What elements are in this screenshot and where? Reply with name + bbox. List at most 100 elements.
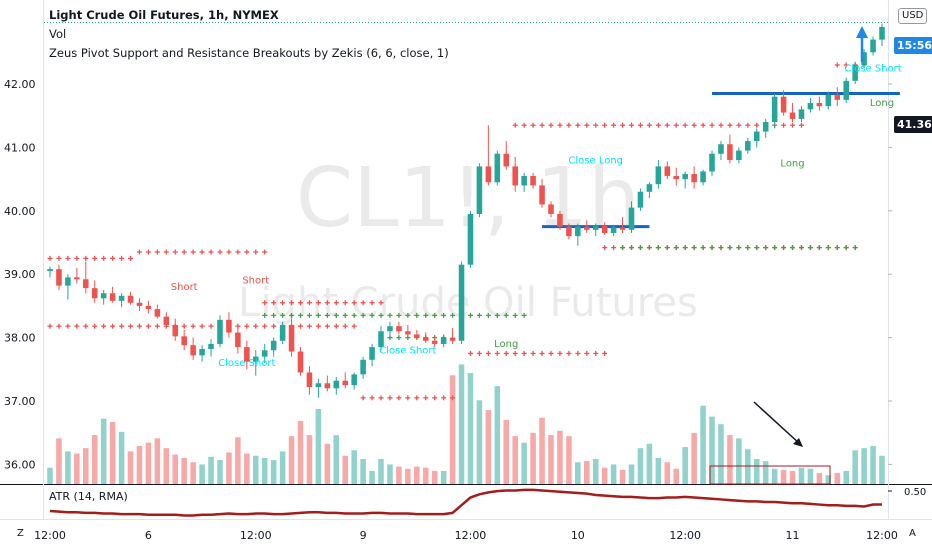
volume-bar (727, 435, 733, 484)
volume-bar (91, 435, 98, 484)
watermark-name: Light Crude Oil Futures (238, 280, 698, 326)
candle-body (252, 356, 259, 362)
timezone-button[interactable]: Z (14, 527, 27, 541)
volume-bar (557, 430, 563, 484)
volume-bar (172, 454, 179, 484)
volume-bar (879, 455, 885, 484)
candle-body (512, 166, 518, 186)
candle-body (154, 309, 161, 317)
volume-bar (870, 445, 876, 484)
candle-body (217, 319, 223, 344)
volume-bar (458, 364, 465, 484)
volume-bar (736, 438, 742, 484)
candle-body (610, 227, 617, 233)
atr-axis-value: 0.50 (904, 487, 926, 498)
candle-body (655, 166, 662, 185)
volume-bar (145, 442, 152, 484)
volume-bar (691, 432, 697, 484)
candle-body (422, 337, 429, 341)
price-tick-label-left: 41.00 (4, 141, 36, 154)
volume-bar (503, 419, 510, 484)
study-label[interactable]: Zeus Pivot Support and Resistance Breako… (49, 46, 449, 60)
candle-body (548, 204, 554, 214)
currency-button[interactable]: USD (898, 8, 928, 24)
candle-body (584, 226, 590, 230)
volume-bar (566, 436, 572, 484)
time-tick-label: 12:00 (240, 529, 272, 542)
volume-bar (628, 464, 635, 484)
volume-bar (700, 405, 706, 484)
up-arrow-head (856, 26, 868, 38)
volume-bar (512, 436, 518, 484)
annotation-box (709, 465, 831, 485)
volume-bar (494, 386, 501, 484)
candle-body (190, 345, 196, 356)
volume-bar (83, 448, 89, 484)
candle-body (592, 226, 599, 230)
volume-bar (65, 451, 71, 484)
candle-body (369, 347, 375, 360)
volume-bar (136, 445, 143, 484)
volume-bar (56, 438, 62, 484)
signal-short: Short (242, 276, 269, 287)
volume-bar (709, 416, 715, 484)
candle-body (47, 269, 53, 272)
candle-body (172, 324, 179, 337)
time-tick-label: 12:00 (455, 529, 487, 542)
volume-bar (279, 451, 286, 484)
signal-short: Short (171, 282, 198, 293)
candle-body (74, 277, 80, 280)
volume-bar (351, 450, 357, 484)
volume-bar (163, 448, 170, 484)
price-tick-label-left: 38.00 (4, 332, 36, 345)
candle-body (861, 52, 867, 65)
volume-bar (852, 450, 858, 484)
candle-body (83, 279, 89, 289)
candle-body (360, 359, 366, 375)
volume-bar (843, 470, 849, 484)
volume-bar (47, 467, 53, 484)
volume-bar (753, 459, 760, 484)
volume-indicator-label[interactable]: Vol (49, 27, 67, 41)
volume-bar (825, 475, 832, 484)
volume-bar (834, 473, 841, 484)
candle-body (494, 153, 501, 183)
signal-long: Long (494, 339, 518, 350)
volume-bar (414, 466, 420, 484)
volume-bar (387, 464, 393, 484)
signal-long: Long (870, 98, 894, 109)
volume-bar (288, 436, 295, 484)
volume-bar (476, 400, 483, 484)
volume-bar (610, 464, 617, 484)
volume-bar (235, 437, 241, 484)
candle-body (476, 166, 483, 214)
price-tick-label-left: 36.00 (4, 458, 36, 471)
candle-body (163, 316, 170, 325)
candle-body (664, 166, 671, 176)
time-tick-label: 12:00 (866, 529, 898, 542)
candle-body (601, 226, 608, 233)
time-tick-label: 12:00 (669, 529, 701, 542)
volume-bar (127, 451, 134, 484)
volume-bar (449, 375, 456, 484)
time-tick-label: 10 (571, 529, 585, 542)
candle-body (315, 383, 322, 388)
candle-body (351, 374, 357, 386)
candle-body (682, 174, 688, 180)
candle-body (467, 213, 474, 265)
auto-scale-button[interactable]: A (906, 527, 919, 541)
candle-body (226, 319, 232, 333)
volume-bar (682, 447, 688, 484)
candle-body (834, 94, 841, 100)
candle-body (628, 207, 635, 230)
chart-title[interactable]: Light Crude Oil Futures, 1h, NYMEX (49, 8, 279, 22)
price-tick-label-left: 37.00 (4, 395, 36, 408)
volume-bar (431, 470, 438, 484)
candle-body (745, 141, 751, 151)
volume-bar (333, 435, 340, 484)
candle-body (852, 64, 858, 81)
candle-body (870, 39, 876, 53)
candle-body (127, 295, 134, 303)
atr-indicator-label[interactable]: ATR (14, RMA) (49, 490, 128, 503)
